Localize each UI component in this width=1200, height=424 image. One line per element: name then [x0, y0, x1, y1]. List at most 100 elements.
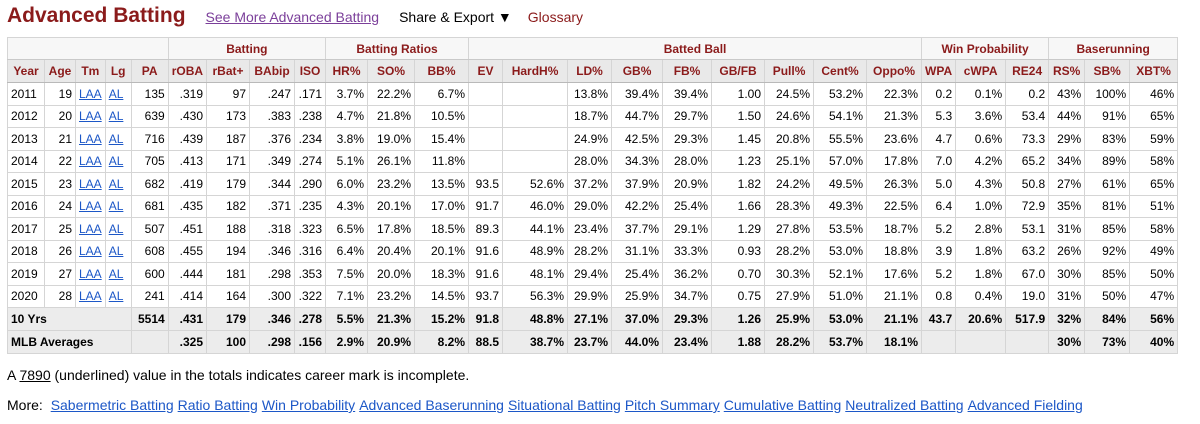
league-link[interactable]: AL [108, 221, 124, 236]
more-link-win-probability[interactable]: Win Probability [261, 397, 356, 413]
league-link[interactable]: AL [108, 266, 124, 281]
more-link-sabermetric-batting[interactable]: Sabermetric Batting [50, 397, 174, 413]
cell-year: 2014 [7, 149, 45, 173]
column-header-gb-fb[interactable]: GB/FB [711, 59, 766, 83]
team-link[interactable]: LAA [79, 131, 102, 146]
more-link-advanced-fielding[interactable]: Advanced Fielding [967, 397, 1083, 413]
column-header-age[interactable]: Age [44, 59, 76, 83]
league-link[interactable]: AL [108, 244, 124, 259]
team-link[interactable]: LAA [79, 221, 102, 236]
team-link[interactable]: LAA [79, 244, 102, 259]
league-link[interactable]: AL [108, 176, 124, 191]
column-header-cent-pct[interactable]: Cent% [813, 59, 868, 83]
cell-tm: LAA [75, 82, 106, 106]
column-header-hardh-pct[interactable]: HardH% [502, 59, 569, 83]
cell-roba: .430 [167, 104, 208, 128]
column-header-re24[interactable]: RE24 [1005, 59, 1050, 83]
cell-year: 2012 [7, 104, 45, 128]
column-header-year[interactable]: Year [7, 59, 45, 83]
cell-pa: 135 [130, 82, 169, 106]
cell-hardh-pct [502, 127, 569, 151]
league-link[interactable]: AL [108, 154, 124, 169]
cell-babip: .376 [249, 127, 296, 151]
cell-gb-pct: 34.3% [611, 149, 664, 173]
column-header-fb-pct[interactable]: FB% [662, 59, 713, 83]
cell-wpa: 6.4 [921, 194, 957, 218]
column-header-babip[interactable]: BAbip [249, 59, 296, 83]
cell-re24: 67.0 [1005, 262, 1050, 286]
team-link[interactable]: LAA [79, 266, 102, 281]
glossary-link[interactable]: Glossary [527, 9, 584, 25]
cell-cwpa: 4.3% [955, 172, 1007, 196]
cell-rs-pct: 35% [1048, 194, 1086, 218]
totals-cell-gb-pct: 37.0% [611, 307, 664, 331]
team-link[interactable]: LAA [79, 86, 102, 101]
totals-cell-xbt-pct: 56% [1129, 307, 1179, 331]
league-link[interactable]: AL [108, 109, 124, 124]
cell-oppo-pct: 18.8% [866, 239, 923, 263]
column-header-tm[interactable]: Tm [75, 59, 106, 83]
cell-cent-pct: 49.5% [813, 172, 868, 196]
cell-xbt-pct: 65% [1129, 172, 1179, 196]
cell-cwpa: 1.0% [955, 194, 1007, 218]
team-link[interactable]: LAA [79, 154, 102, 169]
column-header-wpa[interactable]: WPA [921, 59, 957, 83]
cell-oppo-pct: 21.1% [866, 284, 923, 308]
more-link-advanced-baserunning[interactable]: Advanced Baserunning [359, 397, 504, 413]
column-header-cwpa[interactable]: cWPA [955, 59, 1007, 83]
column-header-pa[interactable]: PA [130, 59, 169, 83]
league-link[interactable]: AL [108, 199, 124, 214]
cell-gb-fb: 1.66 [711, 194, 766, 218]
column-header-lg[interactable]: Lg [104, 59, 132, 83]
team-link[interactable]: LAA [79, 199, 102, 214]
cell-cent-pct: 53.0% [813, 239, 868, 263]
team-link[interactable]: LAA [79, 176, 102, 191]
column-header-ev[interactable]: EV [468, 59, 504, 83]
see-more-link[interactable]: See More Advanced Batting [205, 9, 380, 25]
share-export-menu[interactable]: Share & Export ▼ [399, 9, 512, 25]
cell-cent-pct: 51.0% [813, 284, 868, 308]
column-header-oppo-pct[interactable]: Oppo% [866, 59, 923, 83]
column-header-iso[interactable]: ISO [294, 59, 327, 83]
more-link-situational-batting[interactable]: Situational Batting [507, 397, 621, 413]
cell-hr-pct: 4.7% [325, 104, 369, 128]
team-link[interactable]: LAA [79, 289, 102, 304]
more-link-pitch-summary[interactable]: Pitch Summary [624, 397, 720, 413]
league-link[interactable]: AL [108, 289, 124, 304]
averages-cell-pa [130, 330, 169, 354]
cell-sb-pct: 50% [1084, 284, 1131, 308]
totals-row: 10 Yrs 5514.431 179.346.278 5.5% 21.3% 15.2%… [7, 307, 1179, 331]
league-link[interactable]: AL [108, 86, 124, 101]
team-link[interactable]: LAA [79, 109, 102, 124]
column-header-gb-pct[interactable]: GB% [611, 59, 664, 83]
more-link-cumulative-batting[interactable]: Cumulative Batting [723, 397, 842, 413]
cell-rs-pct: 29% [1048, 127, 1086, 151]
totals-cell-re24: 517.9 [1005, 307, 1050, 331]
column-header-pull-pct[interactable]: Pull% [764, 59, 815, 83]
totals-cell-so-pct: 21.3% [367, 307, 416, 331]
more-links: More: Sabermetric Batting Ratio Batting Wi… [7, 397, 1087, 413]
column-header-bb-pct[interactable]: BB% [414, 59, 470, 83]
cell-ld-pct: 28.0% [567, 149, 613, 173]
column-header-xbt-pct[interactable]: XBT% [1129, 59, 1179, 83]
cell-sb-pct: 85% [1084, 262, 1131, 286]
table-row: 2017 25 LAA AL 507.451 188.318.323 6.5% 17.8% 18… [7, 217, 1179, 241]
column-header-rs-pct[interactable]: RS% [1048, 59, 1086, 83]
cell-age: 22 [44, 149, 76, 173]
averages-cell-bb-pct: 8.2% [414, 330, 470, 354]
more-link-neutralized-batting[interactable]: Neutralized Batting [845, 397, 964, 413]
league-link[interactable]: AL [108, 131, 124, 146]
column-header-so-pct[interactable]: SO% [367, 59, 416, 83]
cell-pull-pct: 27.8% [764, 217, 815, 241]
column-header-hr-pct[interactable]: HR% [325, 59, 369, 83]
cell-hardh-pct: 44.1% [502, 217, 569, 241]
averages-cell-xbt-pct: 40% [1129, 330, 1179, 354]
column-header-rbat-plus[interactable]: rBat+ [206, 59, 251, 83]
table-row: 2013 21 LAA AL 716.439 187.376.234 3.8% 19.0% 15… [7, 127, 1179, 151]
cell-sb-pct: 89% [1084, 149, 1131, 173]
column-header-ld-pct[interactable]: LD% [567, 59, 613, 83]
column-header-sb-pct[interactable]: SB% [1084, 59, 1131, 83]
cell-babip: .318 [249, 217, 296, 241]
column-header-roba[interactable]: rOBA [167, 59, 208, 83]
more-link-ratio-batting[interactable]: Ratio Batting [177, 397, 258, 413]
